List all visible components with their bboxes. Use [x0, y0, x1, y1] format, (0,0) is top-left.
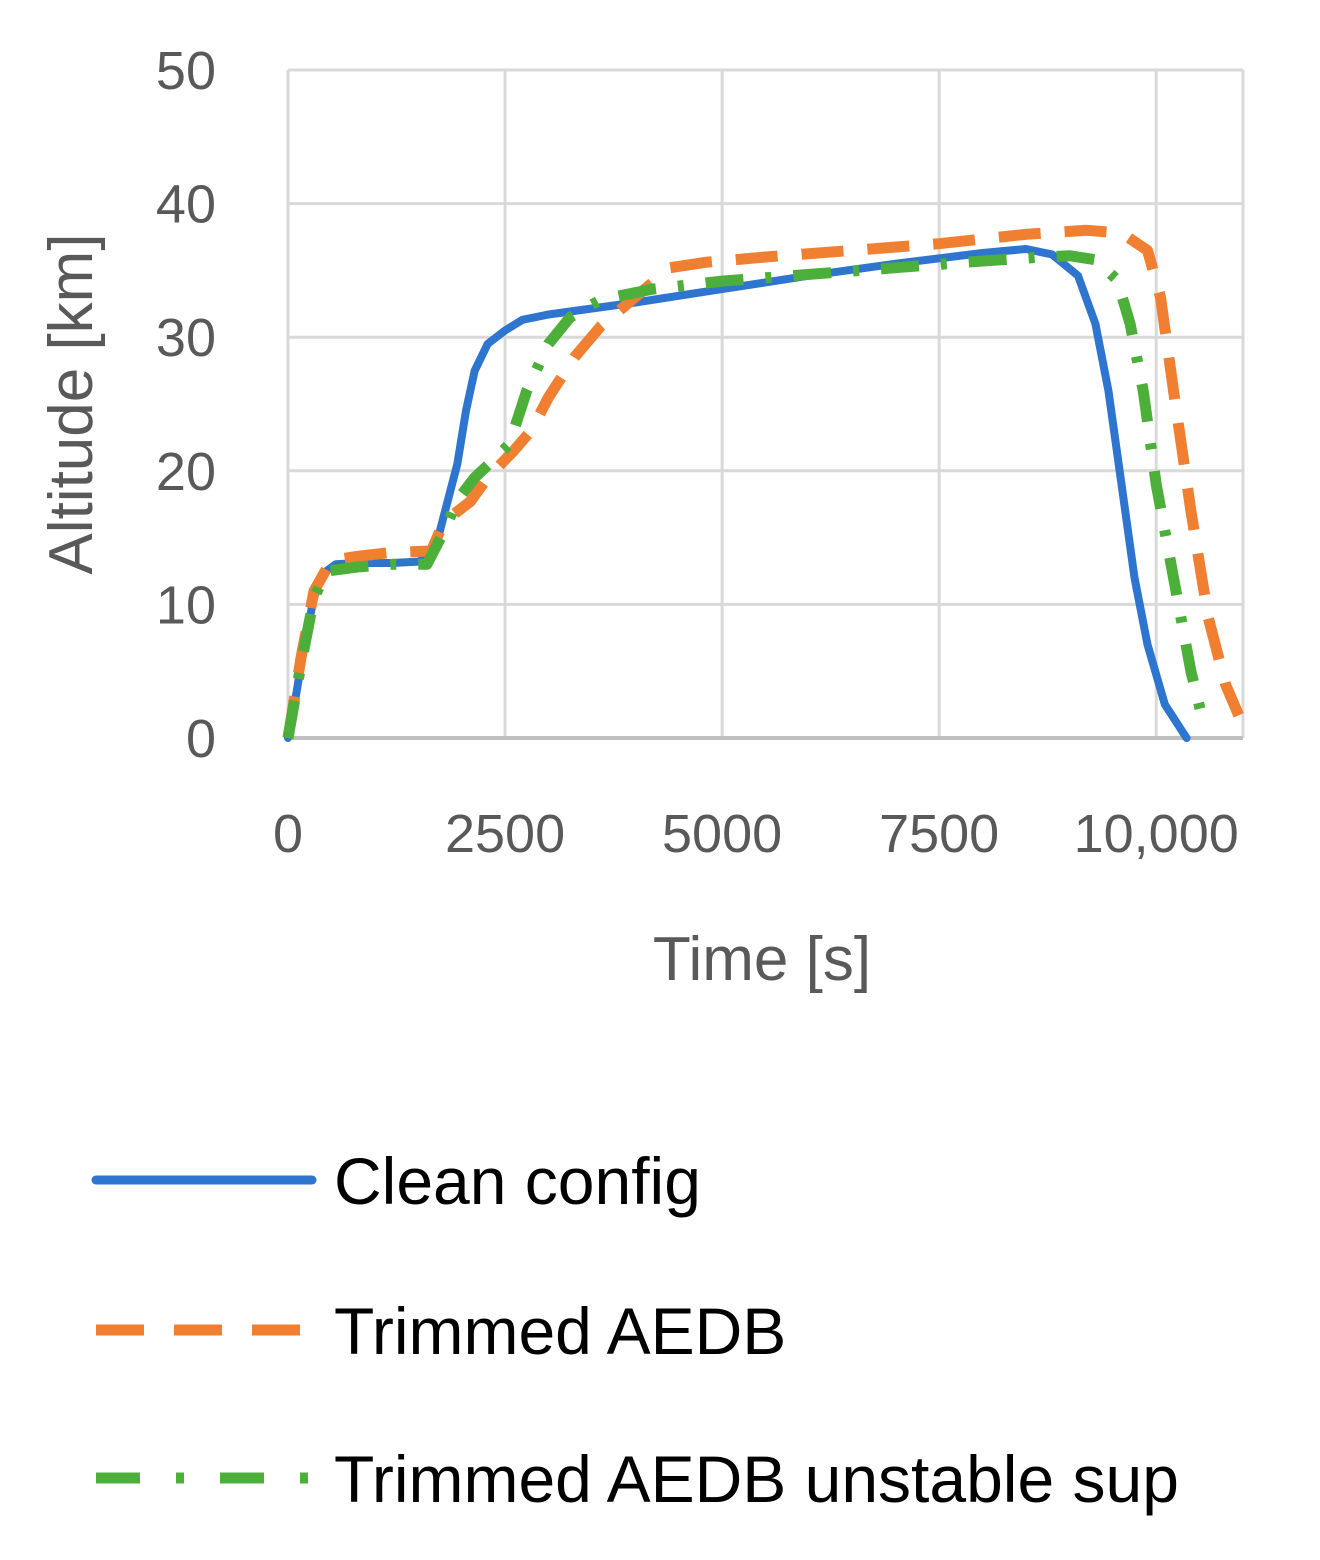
legend-label-2: Trimmed AEDB — [334, 1294, 786, 1368]
x-tick-label: 7500 — [879, 804, 999, 864]
x-tick-label: 10,000 — [1074, 804, 1239, 864]
series-line-3 — [282, 250, 1210, 739]
y-axis-label: Altitude [km] — [37, 233, 106, 574]
y-tick-label: 0 — [186, 709, 216, 769]
chart-grid — [286, 68, 1245, 738]
x-tick-label: 5000 — [662, 804, 782, 864]
y-tick-labels: 0 10 20 30 40 50 — [156, 41, 216, 769]
y-tick-label: 30 — [156, 308, 216, 368]
legend-label-3: Trimmed AEDB unstable sup — [334, 1442, 1179, 1516]
x-tick-labels: 0 2500 5000 7500 10,000 — [273, 804, 1239, 864]
y-tick-label: 40 — [156, 175, 216, 235]
x-tick-label: 0 — [273, 804, 303, 864]
y-tick-label: 50 — [156, 41, 216, 101]
series-line-1 — [284, 245, 1191, 742]
legend-label-1: Clean config — [334, 1144, 701, 1218]
x-axis-label: Time [s] — [653, 925, 871, 994]
y-tick-label: 20 — [156, 442, 216, 502]
chart-series — [282, 224, 1244, 742]
chart-legend: Clean config Trimmed AEDB Trimmed AEDB uns… — [91, 1144, 1179, 1516]
y-tick-label: 10 — [156, 575, 216, 635]
x-tick-label: 2500 — [445, 804, 565, 864]
series-line-2 — [282, 224, 1244, 739]
